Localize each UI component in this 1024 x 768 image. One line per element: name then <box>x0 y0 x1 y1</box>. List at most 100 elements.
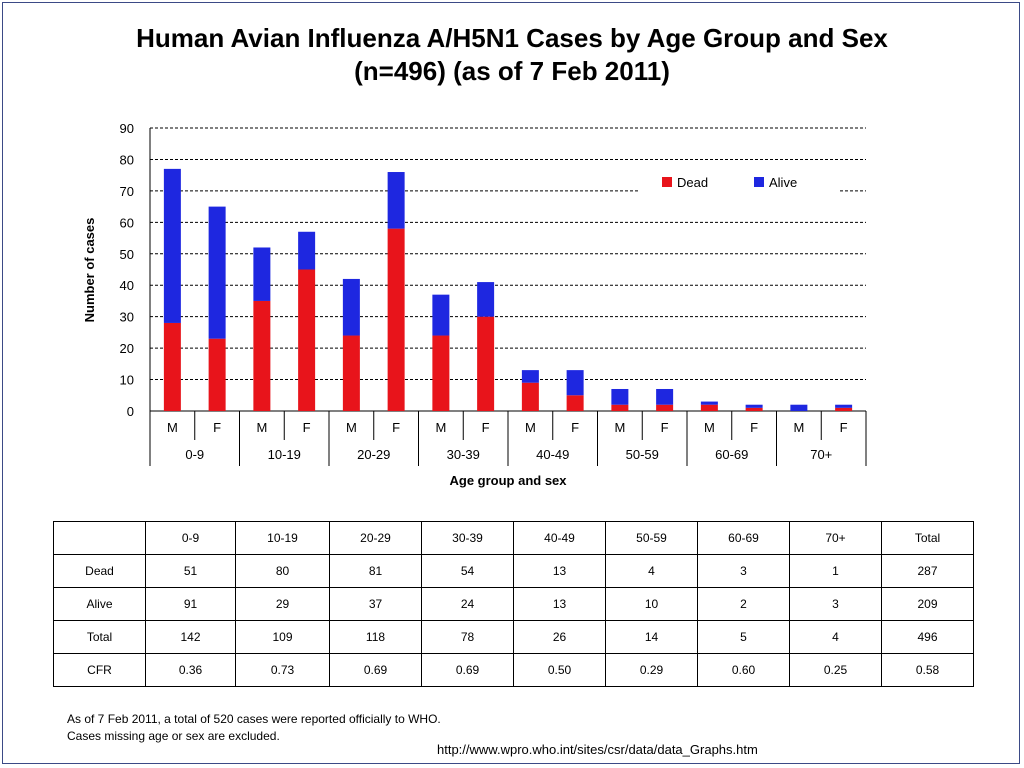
table-row-label: Total <box>53 620 146 654</box>
x-tick-label-sex: F <box>571 420 579 435</box>
bar-dead <box>566 395 584 411</box>
stacked-bar-chart: 0 10 20 30 40 50 60 70 80 90 Number of cases M F M F M F… <box>82 121 867 488</box>
y-tick-label: 50 <box>120 247 134 262</box>
bar-dead <box>835 407 853 411</box>
x-tick-label-group: 0-9 <box>185 447 204 462</box>
bar-dead <box>253 300 271 411</box>
x-tick-label-sex: F <box>482 420 490 435</box>
table-cell: 0.25 <box>789 653 882 687</box>
table-header-cell: Total <box>881 521 974 555</box>
table-cell: 78 <box>421 620 514 654</box>
table-row: CFR 0.36 0.73 0.69 0.69 0.50 0.29 0.60 0.25 0.58 <box>53 653 974 687</box>
x-tick-label-group: 20-29 <box>357 447 390 462</box>
table-cell: 2 <box>697 587 790 621</box>
bar-dead <box>208 338 226 411</box>
legend-swatch-dead <box>662 177 672 187</box>
title-line-2: (n=496) (as of 7 Feb 2011) <box>354 56 670 86</box>
x-tick-label-sex: M <box>704 420 715 435</box>
y-tick-label: 30 <box>120 310 134 325</box>
bar-dead <box>477 316 495 411</box>
bar-alive <box>745 404 763 408</box>
table-header-cell: 40-49 <box>513 521 606 555</box>
bar-alive <box>835 404 853 408</box>
y-tick-label: 60 <box>120 215 134 230</box>
source-link[interactable]: http://www.wpro.who.int/sites/csr/data/d… <box>437 742 758 757</box>
table-cell: 0.60 <box>697 653 790 687</box>
bar-alive <box>387 172 405 229</box>
x-tick-label-sex: M <box>346 420 357 435</box>
table-cell: 13 <box>513 587 606 621</box>
table-header-cell: 60-69 <box>697 521 790 555</box>
y-tick-label: 80 <box>120 152 134 167</box>
x-tick-label-sex: M <box>614 420 625 435</box>
x-tick-label-sex: F <box>303 420 311 435</box>
table-cell: 287 <box>881 554 974 588</box>
x-tick-label-group: 10-19 <box>268 447 301 462</box>
bar-alive <box>790 404 808 411</box>
table-header-cell: 70+ <box>789 521 882 555</box>
table-cell: 0.29 <box>605 653 698 687</box>
table-header-row: 0-9 10-19 20-29 30-39 40-49 50-59 60-69 70+ Tota… <box>53 521 974 555</box>
x-tick-label-sex: M <box>525 420 536 435</box>
bar-dead <box>387 228 405 411</box>
x-tick-label-sex: F <box>840 420 848 435</box>
x-tick-label-sex: F <box>750 420 758 435</box>
chart-title: Human Avian Influenza A/H5N1 Cases by Ag… <box>0 22 1024 88</box>
x-tick-label-group: 40-49 <box>536 447 569 462</box>
bar-alive <box>163 168 181 323</box>
bar-dead <box>432 335 450 411</box>
table-header-cell: 50-59 <box>605 521 698 555</box>
footnote: As of 7 Feb 2011, a total of 520 cases w… <box>67 711 441 745</box>
x-tick-label-sex: M <box>256 420 267 435</box>
bar-alive <box>298 231 316 270</box>
x-tick-label-sex: F <box>661 420 669 435</box>
bar-dead <box>521 382 539 411</box>
table-cell: 0.50 <box>513 653 606 687</box>
table-row-label: Dead <box>53 554 146 588</box>
bar-alive <box>521 370 539 383</box>
bar-dead <box>298 269 316 411</box>
x-tick-label-sex: M <box>435 420 446 435</box>
table-cell: 4 <box>789 620 882 654</box>
y-tick-label: 0 <box>127 404 134 419</box>
bar-alive <box>342 278 360 336</box>
y-tick-label: 10 <box>120 373 134 388</box>
footnote-line-2: Cases missing age or sex are excluded. <box>67 729 280 743</box>
bar-alive <box>566 370 584 396</box>
x-axis-label: Age group and sex <box>449 473 567 488</box>
y-axis-label: Number of cases <box>82 218 97 323</box>
bar-dead <box>163 322 181 411</box>
table-cell: 13 <box>513 554 606 588</box>
y-tick-label: 40 <box>120 278 134 293</box>
x-tick-label-sex: F <box>392 420 400 435</box>
x-tick-label-group: 30-39 <box>447 447 480 462</box>
x-tick-label-sex: F <box>213 420 221 435</box>
bar-alive <box>253 247 271 301</box>
table-row: Total 142 109 118 78 26 14 5 4 496 <box>53 620 974 654</box>
table-cell: 54 <box>421 554 514 588</box>
table-cell: 0.69 <box>421 653 514 687</box>
table-cell: 4 <box>605 554 698 588</box>
bar-dead <box>611 404 629 411</box>
table-row: Alive 91 29 37 24 13 10 2 3 209 <box>53 587 974 621</box>
table-cell: 24 <box>421 587 514 621</box>
table-header-cell: 10-19 <box>235 521 330 555</box>
x-tick-label-sex: M <box>793 420 804 435</box>
table-cell: 1 <box>789 554 882 588</box>
table-cell: 14 <box>605 620 698 654</box>
bar-alive <box>432 294 450 336</box>
table-cell: 118 <box>329 620 422 654</box>
table-cell: 80 <box>235 554 330 588</box>
bar-dead <box>656 404 674 411</box>
table-header-cell: 30-39 <box>421 521 514 555</box>
table-header-cell <box>53 521 146 555</box>
table-row-label: Alive <box>53 587 146 621</box>
bar-alive <box>208 206 226 339</box>
bar-alive <box>611 388 629 405</box>
table-cell: 109 <box>235 620 330 654</box>
legend-box <box>640 170 840 194</box>
table-cell: 10 <box>605 587 698 621</box>
y-tick-label: 90 <box>120 121 134 136</box>
bar-alive <box>656 388 674 405</box>
